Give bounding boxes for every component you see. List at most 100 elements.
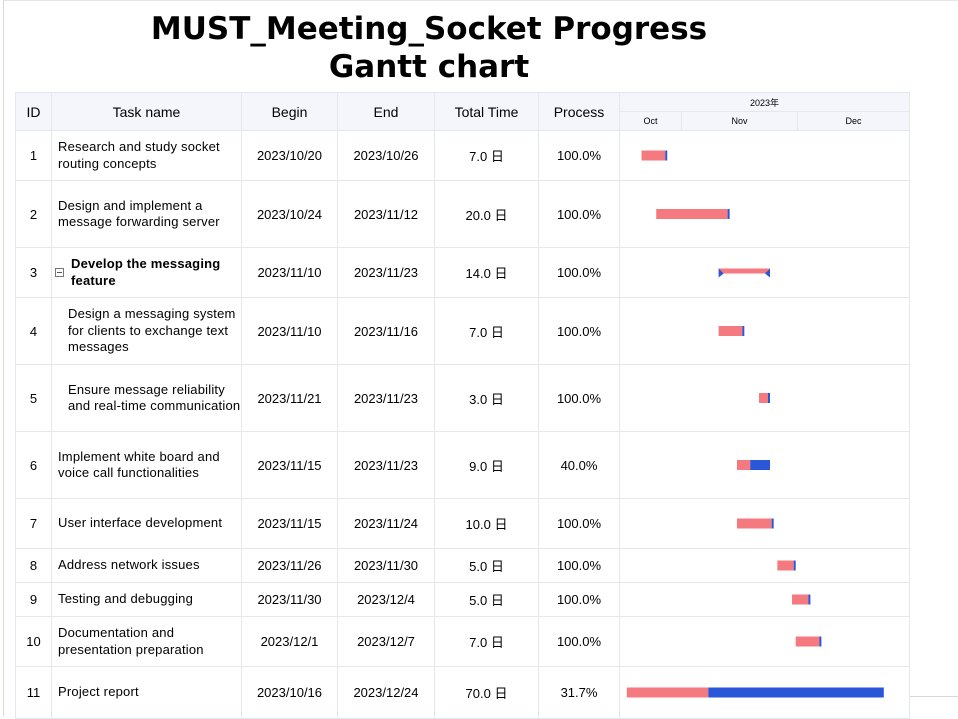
column-header-task-name[interactable]: Task name xyxy=(51,92,242,131)
task-begin: 2023/10/24 xyxy=(241,180,338,248)
timeline-cell xyxy=(619,297,910,365)
task-id: 8 xyxy=(15,548,52,583)
task-process: 100.0% xyxy=(538,364,620,432)
timeline-cell xyxy=(619,666,910,719)
timeline-cell xyxy=(619,180,910,248)
column-header-total-time[interactable]: Total Time xyxy=(434,92,539,131)
timeline-cell xyxy=(619,582,910,617)
task-total-time: 5.0 日 xyxy=(434,548,539,583)
task-id: 11 xyxy=(15,666,52,719)
task-begin: 2023/11/10 xyxy=(241,247,338,298)
task-begin: 2023/11/15 xyxy=(241,498,338,549)
task-begin: 2023/10/20 xyxy=(241,130,338,181)
task-name: User interface development xyxy=(58,515,223,531)
task-row[interactable]: 11 Project report 2023/10/16 2023/12/24 70.0… xyxy=(15,666,910,719)
window-top-border xyxy=(3,0,958,1)
task-row[interactable]: 10 Documentation and presentation prepara… xyxy=(15,616,910,667)
task-total-time: 7.0 日 xyxy=(434,616,539,667)
task-name: Address network issues xyxy=(58,557,200,573)
task-row[interactable]: 6 Implement white board and voice call fu… xyxy=(15,431,910,499)
timeline-month-dec: Dec xyxy=(797,111,910,131)
task-process: 31.7% xyxy=(538,666,620,719)
task-name: Testing and debugging xyxy=(58,591,194,607)
task-name: Design and implement a message forwardin… xyxy=(58,197,220,230)
task-row[interactable]: 1 Research and study socket routing conce… xyxy=(15,130,910,181)
task-row[interactable]: 2 Design and implement a message forwardi… xyxy=(15,180,910,248)
window-left-border xyxy=(3,0,4,716)
task-id: 9 xyxy=(15,582,52,617)
task-id: 5 xyxy=(15,364,52,432)
task-name-cell[interactable]: Design and implement a message forwardin… xyxy=(51,180,242,248)
task-total-time: 20.0 日 xyxy=(434,180,539,248)
task-id: 1 xyxy=(15,130,52,181)
task-end: 2023/11/23 xyxy=(337,247,435,298)
task-total-time: 70.0 日 xyxy=(434,666,539,719)
task-end: 2023/12/7 xyxy=(337,616,435,667)
task-begin: 2023/10/16 xyxy=(241,666,338,719)
task-end: 2023/12/24 xyxy=(337,666,435,719)
task-begin: 2023/11/21 xyxy=(241,364,338,432)
chart-title-line-1: MUST_Meeting_Socket Progress xyxy=(150,11,708,47)
task-end: 2023/11/23 xyxy=(337,364,435,432)
window-bottom-border xyxy=(910,696,958,697)
chart-title: MUST_Meeting_Socket Progress Gantt chart xyxy=(0,10,858,86)
task-begin: 2023/12/1 xyxy=(241,616,338,667)
task-begin: 2023/11/30 xyxy=(241,582,338,617)
task-end: 2023/10/26 xyxy=(337,130,435,181)
task-end: 2023/12/4 xyxy=(337,582,435,617)
task-row[interactable]: 9 Testing and debugging 2023/11/30 2023/12/… xyxy=(15,582,910,617)
task-row[interactable]: 4 Design a messaging system for clients t… xyxy=(15,297,910,365)
column-header-process[interactable]: Process xyxy=(538,92,620,131)
column-header-id[interactable]: ID xyxy=(15,92,52,131)
task-name: Documentation and presentation preparati… xyxy=(58,625,204,657)
gantt-table: ID Task name Begin End Total Time Proces… xyxy=(15,92,910,719)
task-end: 2023/11/16 xyxy=(337,297,435,365)
task-row[interactable]: 5 Ensure message reliability and real-tim… xyxy=(15,364,910,432)
task-name-cell[interactable]: Testing and debugging xyxy=(51,582,242,617)
task-id: 2 xyxy=(15,180,52,248)
column-header-begin[interactable]: Begin xyxy=(241,92,338,131)
task-end: 2023/11/23 xyxy=(337,431,435,499)
task-process: 100.0% xyxy=(538,247,620,298)
timeline-cell xyxy=(619,498,910,549)
task-name-cell[interactable]: Design a messaging system for clients to… xyxy=(51,297,242,365)
task-id: 3 xyxy=(15,247,52,298)
task-name-cell[interactable]: Research and study socket routing concep… xyxy=(51,130,242,181)
task-total-time: 7.0 日 xyxy=(434,297,539,365)
task-id: 7 xyxy=(15,498,52,549)
gantt-body: 1 Research and study socket routing conce… xyxy=(15,130,910,719)
task-name-cell[interactable]: Develop the messaging feature xyxy=(51,247,242,298)
task-row[interactable]: 3 Develop the messaging feature 2023/11/10… xyxy=(15,247,910,298)
task-name-cell[interactable]: Ensure message reliability and real-time… xyxy=(51,364,242,432)
task-name-cell[interactable]: Documentation and presentation preparati… xyxy=(51,616,242,667)
task-name: Develop the messaging feature xyxy=(71,256,221,288)
timeline-cell xyxy=(619,616,910,667)
task-row[interactable]: 8 Address network issues 2023/11/26 2023/11… xyxy=(15,548,910,583)
task-process: 100.0% xyxy=(538,297,620,365)
timeline-cell xyxy=(619,130,910,181)
task-process: 100.0% xyxy=(538,498,620,549)
task-begin: 2023/11/26 xyxy=(241,548,338,583)
task-total-time: 3.0 日 xyxy=(434,364,539,432)
task-end: 2023/11/12 xyxy=(337,180,435,248)
task-process: 100.0% xyxy=(538,130,620,181)
task-name: Research and study socket routing concep… xyxy=(58,139,220,171)
task-name-cell[interactable]: Address network issues xyxy=(51,548,242,583)
timeline-cell xyxy=(619,548,910,583)
chart-title-line-2: Gantt chart xyxy=(328,49,530,85)
column-header-end[interactable]: End xyxy=(337,92,435,131)
timeline-year-header: 2023年 xyxy=(619,92,910,112)
task-process: 100.0% xyxy=(538,616,620,667)
task-total-time: 10.0 日 xyxy=(434,498,539,549)
task-name-cell[interactable]: User interface development xyxy=(51,498,242,549)
task-name: Design a messaging system for clients to… xyxy=(68,306,236,355)
task-row[interactable]: 7 User interface development 2023/11/15 202… xyxy=(15,498,910,549)
task-id: 6 xyxy=(15,431,52,499)
collapse-toggle-icon[interactable] xyxy=(55,268,64,277)
task-name: Implement white board and voice call fun… xyxy=(58,448,220,481)
timeline-cell xyxy=(619,247,910,298)
task-name-cell[interactable]: Project report xyxy=(51,666,242,719)
task-name-cell[interactable]: Implement white board and voice call fun… xyxy=(51,431,242,499)
task-total-time: 7.0 日 xyxy=(434,130,539,181)
timeline-cell xyxy=(619,431,910,499)
